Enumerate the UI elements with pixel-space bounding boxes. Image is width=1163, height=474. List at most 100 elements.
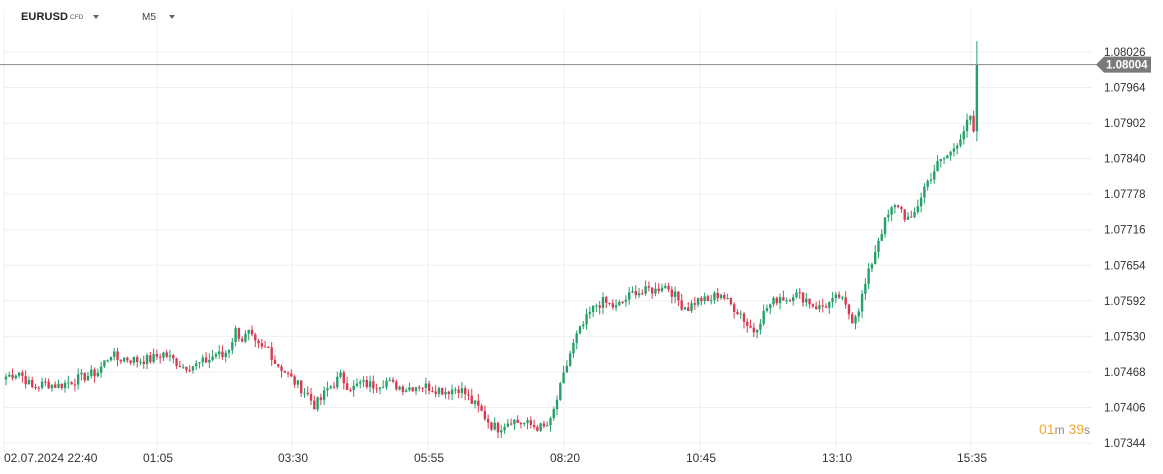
candle-down <box>647 286 651 288</box>
candle-up <box>27 380 31 385</box>
candle-down <box>896 205 900 207</box>
candle-down <box>808 298 811 305</box>
candle-down <box>844 297 847 305</box>
candle-up <box>195 363 198 367</box>
candle-down <box>254 334 257 341</box>
candle-down <box>34 387 37 389</box>
candle-down <box>280 366 283 371</box>
candle-down <box>31 380 34 388</box>
candle-down <box>119 359 122 362</box>
candle-up <box>437 388 441 394</box>
candle-up <box>874 251 877 265</box>
countdown-seconds-unit: s <box>1084 423 1091 437</box>
candle-up <box>877 240 880 252</box>
candle-down <box>21 372 24 376</box>
candle-down <box>47 381 50 389</box>
candle-down <box>188 370 191 372</box>
candle-up <box>86 375 90 381</box>
candle-up <box>414 387 418 392</box>
candle-up <box>539 423 542 431</box>
candle-up <box>368 381 372 388</box>
caret-down-icon[interactable] <box>93 15 99 19</box>
candle-down <box>395 381 398 390</box>
candle-up <box>500 430 503 433</box>
candle-down <box>11 374 14 379</box>
candle-down <box>349 390 352 392</box>
candle-up <box>805 298 808 303</box>
candle-up <box>854 316 857 324</box>
candle-up <box>549 418 552 426</box>
candle-up <box>893 205 897 208</box>
candle-up <box>132 357 136 363</box>
candle-up <box>296 380 300 385</box>
candle-down <box>172 355 175 359</box>
candle-down <box>677 291 680 301</box>
candle-up <box>382 387 385 389</box>
current-price-tag <box>1096 56 1151 73</box>
candle-up <box>546 425 549 427</box>
candle-down <box>847 304 851 315</box>
candle-up <box>454 389 457 391</box>
candle-down <box>680 300 683 310</box>
candle-down <box>903 209 906 220</box>
x-tick-label: 15:35 <box>957 451 987 465</box>
candle-down <box>290 373 293 377</box>
candle-up <box>936 161 939 172</box>
candle-up <box>578 326 582 334</box>
candle-up <box>404 390 408 392</box>
candle-down <box>401 386 405 392</box>
candle-up <box>385 380 388 388</box>
candle-up <box>956 145 959 149</box>
y-tick-label: 1.07344 <box>1104 438 1146 450</box>
candle-up <box>772 297 775 305</box>
symbol-label[interactable]: EURUSD <box>21 11 69 23</box>
candle-up <box>473 400 477 404</box>
candle-up <box>388 379 391 381</box>
candle-down <box>447 391 450 395</box>
candle-up <box>726 297 729 299</box>
candle-down <box>411 387 414 392</box>
candle-up <box>181 366 185 368</box>
candle-up <box>244 333 247 342</box>
candle-up <box>227 350 231 353</box>
candle-up <box>660 287 664 292</box>
candle-down <box>729 297 733 305</box>
candle-up <box>503 426 506 431</box>
candle-up <box>63 382 67 389</box>
caret-down-icon[interactable] <box>169 15 175 19</box>
candle-up <box>949 151 952 156</box>
candle-up <box>703 296 706 302</box>
candle-down <box>129 360 132 363</box>
candle-up <box>582 324 585 327</box>
candle-down <box>821 305 824 307</box>
candle-up <box>601 297 605 308</box>
candle-down <box>814 306 818 310</box>
candle-down <box>457 389 460 394</box>
candle-countdown: 01m 39s <box>1039 421 1090 437</box>
candle-down <box>204 357 208 363</box>
candle-up <box>555 399 559 410</box>
candle-down <box>490 422 493 430</box>
candle-down <box>24 375 27 385</box>
candle-down <box>116 351 119 360</box>
x-tick-label: 05:55 <box>414 451 444 465</box>
candle-down <box>700 298 703 302</box>
timeframe-selector[interactable]: M5 <box>142 12 156 23</box>
candle-down <box>900 206 903 210</box>
candle-down <box>319 397 323 400</box>
candle-up <box>785 300 788 302</box>
candle-down <box>270 347 273 360</box>
candle-up <box>683 307 687 310</box>
candle-down <box>250 329 254 335</box>
candle-down <box>788 300 792 302</box>
candle-up <box>690 303 693 311</box>
candle-up <box>565 365 569 373</box>
candle-up <box>759 323 762 330</box>
candle-down <box>775 297 778 304</box>
candle-up <box>303 392 306 394</box>
candle-up <box>352 385 355 391</box>
candle-up <box>145 355 149 365</box>
candle-up <box>152 353 155 362</box>
candle-up <box>946 155 949 159</box>
